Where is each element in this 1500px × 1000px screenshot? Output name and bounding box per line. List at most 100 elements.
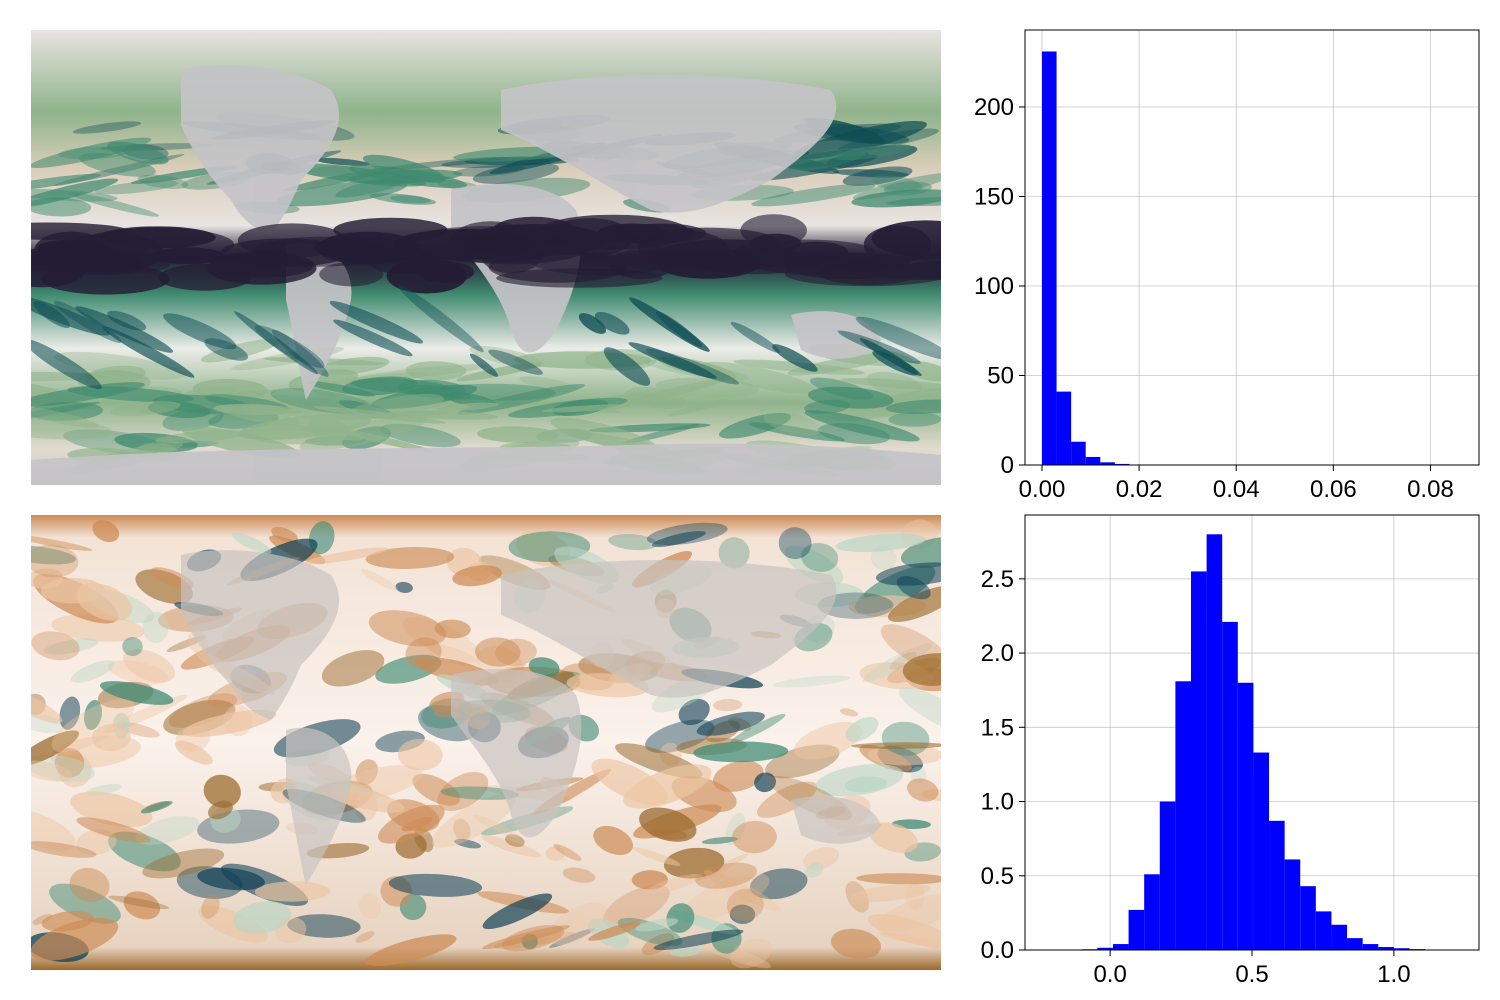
itcz-cell [656,248,761,279]
anomaly-blob [757,781,818,818]
tropical-streak [469,353,498,377]
tropical-streak [578,313,607,334]
storm-streak [307,165,356,177]
anomaly-blob [431,793,516,848]
storm-streak [110,401,181,417]
storm-streak [347,394,444,420]
storm-streak [782,148,868,172]
anomaly-blob [713,698,743,712]
y-tick-label: 2.5 [981,566,1014,593]
anomaly-blob [632,847,681,866]
anomaly-blob [830,928,882,959]
anomaly-blob [16,730,80,767]
anomaly-blob [123,891,161,920]
anomaly-blob [108,895,170,910]
anomaly-blob [397,738,443,771]
precipitation-map [0,30,1018,485]
anomaly-blob [877,932,949,948]
histogram-bar [1237,682,1254,950]
storm-streak [610,378,727,409]
histogram-top: 0.00 0.02 0.04 0.06 0.08 0 50 100 150 200 [974,29,1480,503]
anomaly-blob [69,867,110,903]
anomaly-blob [135,816,200,845]
histogram-bottom: 0.0 0.5 1.0 0.0 0.5 1.0 1.5 2.0 2.5 [981,514,1480,988]
anomaly-blob [368,610,447,647]
anomaly-blob [889,652,917,670]
tropical-streak [488,349,543,375]
anomaly-blob [646,874,702,894]
anomaly-blob [19,760,73,782]
tropical-streak [23,339,102,390]
anomaly-blob [505,834,525,847]
anomaly-blob [26,568,64,589]
anomaly-blob [562,867,596,883]
itcz-cell [784,241,849,262]
histogram-bar [1331,924,1348,950]
anomaly-blob [304,547,389,565]
storm-streak [79,152,156,177]
tropical-streak [603,347,651,386]
tropical-streak [594,312,630,335]
anomaly-blob [732,820,777,854]
histogram-bar [1253,752,1270,950]
anomaly-blob [122,637,143,657]
anomaly-blob [395,581,413,593]
anomaly-blob [271,526,299,544]
storm-streak [733,359,865,375]
y-tick-label: 0.5 [981,863,1014,890]
anomaly-blob [9,534,93,551]
storm-streak [748,422,845,442]
anomaly-blob [867,744,944,766]
anomaly-blob [108,831,181,872]
anomaly-blob [51,614,145,642]
tropical-streak [855,316,954,361]
itcz-cell [152,247,224,265]
anomaly-blob [593,825,634,856]
y-tick-label: 100 [974,273,1014,300]
storm-streak [270,388,376,415]
anomaly-blob [867,914,955,949]
anomaly-blob [815,764,904,797]
histogram-bar [1097,947,1113,950]
anomaly-blob [321,650,385,687]
australia [791,311,881,359]
itcz-cell [333,217,448,243]
anomaly-blob [355,931,375,943]
tropical-streak [629,297,710,352]
storm-streak [763,411,822,436]
x-tick-label: 0.00 [1019,476,1066,503]
storm-streak [453,164,526,177]
storm-streak [405,361,467,381]
histogram-bar [1393,948,1410,950]
anomaly-blob [545,846,565,862]
land-masses-bottom [181,550,881,885]
storm-streak [833,169,909,178]
anomaly-blob [794,722,863,760]
anomaly-blob [331,765,423,801]
tropical-streak [75,306,174,353]
anomaly-map [0,515,976,970]
anomaly-blob [765,744,840,779]
anomaly-blob [730,938,773,969]
histogram-bar [1284,859,1301,950]
anomaly-blob [30,917,119,961]
itcz-band [0,214,1018,390]
anomaly-blob [696,711,765,736]
storm-streak [213,403,290,416]
storm-streak [852,172,953,200]
anomaly-blob [182,709,277,737]
storm-streak [67,386,194,403]
anomaly-blob [440,786,520,800]
anomaly-blob [223,704,253,737]
storm-streak [436,402,499,412]
storm-streak [888,412,942,427]
histogram-bar [1269,820,1285,950]
anomaly-blob [59,696,81,730]
storm-streak [702,361,817,394]
storm-streak [307,418,350,440]
tropical-streak [234,311,319,375]
x-tick-label: 0.08 [1407,476,1454,503]
anomaly-blob [641,933,675,956]
tropical-streak [397,285,484,353]
y-tick-label: 50 [987,362,1014,389]
